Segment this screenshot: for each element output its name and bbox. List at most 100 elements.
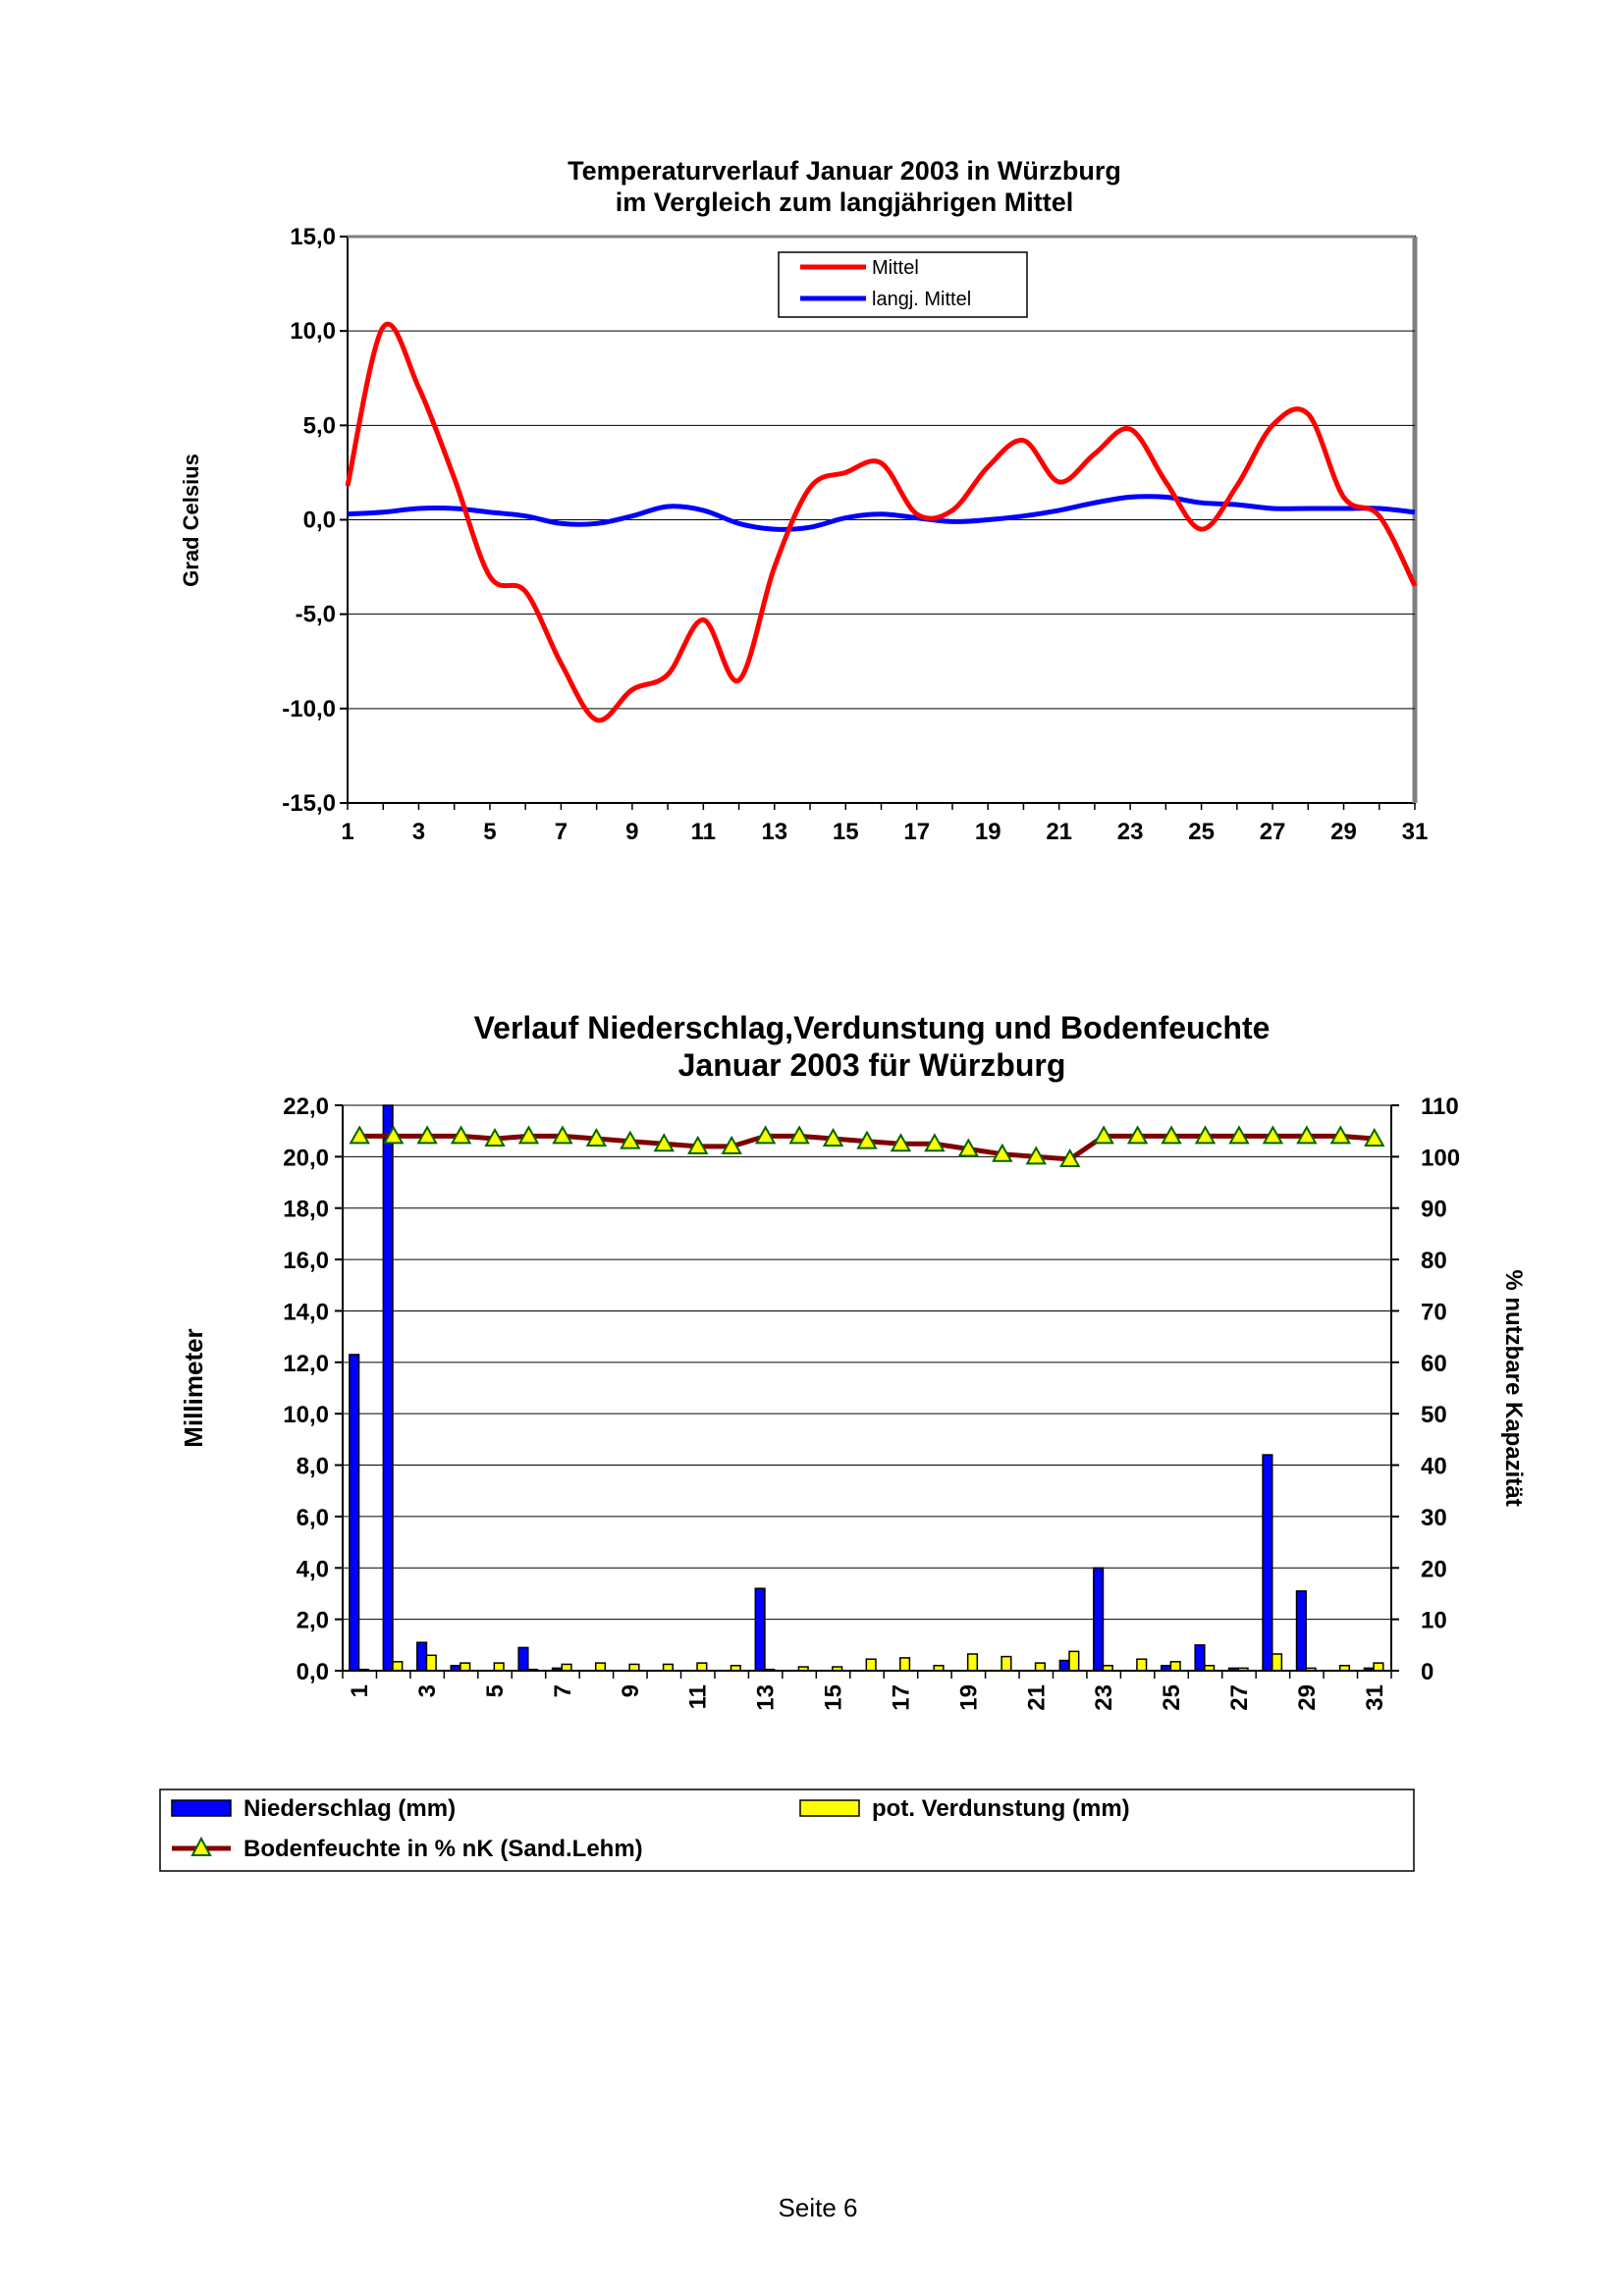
chart2-bodenfeuchte-marker xyxy=(1262,1125,1284,1145)
chart2-bar-verdunstung xyxy=(493,1662,505,1672)
chart2-y-tick-label-right: 60 xyxy=(1421,1351,1447,1377)
chart1-series-langj-mittel xyxy=(347,494,1416,532)
chart2-x-tick-label: 3 xyxy=(414,1684,441,1697)
chart1-y-tick-label: 10,0 xyxy=(290,318,336,345)
chart1-x-tick-label: 19 xyxy=(975,819,1001,845)
chart2-gridlines xyxy=(343,1104,1391,1621)
chart2-bodenfeuchte-marker xyxy=(1329,1125,1352,1145)
chart1-x-tick-label: 7 xyxy=(555,819,568,845)
chart2-y-tick-label: 12,0 xyxy=(283,1351,329,1377)
chart2-bodenfeuchte-marker xyxy=(620,1130,641,1149)
chart1-legend: Mittel langj. Mittel xyxy=(778,251,1028,318)
chart2-title: Verlauf Niederschlag,Verdunstung und Bod… xyxy=(474,1010,1271,1045)
chart1-x-tick-label: 11 xyxy=(691,819,716,845)
chart2-x-tick-label: 1 xyxy=(347,1684,373,1697)
page-footer: Seite 6 xyxy=(779,2193,858,2222)
temperature-chart: Temperaturverlauf Januar 2003 in Würzbur… xyxy=(179,156,1428,845)
chart2-bodenfeuchte-marker xyxy=(1364,1127,1385,1148)
chart2-bar-verdunstung xyxy=(460,1662,471,1672)
chart2-y-tick-label-right: 50 xyxy=(1421,1402,1447,1428)
chart2-bodenfeuchte-marker xyxy=(349,1125,370,1145)
chart2-bodenfeuchte-marker xyxy=(1058,1148,1081,1167)
chart1-legend-mittel: Mittel xyxy=(872,257,919,279)
chart2-legend-box xyxy=(159,1789,1415,1872)
chart1-x-tick-label: 29 xyxy=(1330,819,1357,845)
chart2-y-tick-label: 20,0 xyxy=(283,1145,329,1171)
chart2-y-tick-label-right: 30 xyxy=(1421,1505,1447,1531)
chart2-bodenfeuchte-marker xyxy=(1093,1125,1114,1145)
chart2-bodenfeuchte-marker xyxy=(382,1125,405,1145)
chart2-legend: Niederschlag (mm) pot. Verdunstung (mm) … xyxy=(159,1789,1415,1872)
chart2-bar-niederschlag xyxy=(1093,1567,1105,1672)
chart2-y-tick-label-right: 100 xyxy=(1421,1145,1460,1171)
chart2-y-tick-label: 8,0 xyxy=(297,1454,329,1480)
chart2-x-tick-label: 27 xyxy=(1226,1684,1253,1711)
chart2-y-tick-label-right: 90 xyxy=(1421,1197,1447,1223)
chart2-y-axis-label-right: % nutzbare Kapazität xyxy=(1500,1269,1527,1506)
chart1-x-tick-label: 15 xyxy=(833,819,859,845)
chart2-legend-niederschlag-swatch xyxy=(171,1799,232,1817)
chart2-bodenfeuchte-marker xyxy=(484,1127,506,1148)
chart2-y-tick-label: 2,0 xyxy=(297,1608,329,1634)
chart1-series xyxy=(345,321,1418,723)
chart2-x-ticks: 1 3 5 7 9 11 13 15 17 19 21 23 25 27 29 31 xyxy=(342,1671,1392,1711)
chart1-x-tick-label: 9 xyxy=(625,819,638,845)
chart2-x-tick-label: 11 xyxy=(685,1684,712,1709)
chart2-y-tick-label: 6,0 xyxy=(297,1505,329,1531)
chart2-bar-verdunstung xyxy=(966,1653,979,1672)
chart2-y-tick-label: 22,0 xyxy=(283,1094,329,1120)
chart2-bodenfeuchte-marker xyxy=(1194,1125,1217,1145)
chart2-y-tick-label: 0,0 xyxy=(297,1659,329,1685)
chart2-y-tick-label-right: 0 xyxy=(1421,1659,1434,1685)
chart2-bodenfeuchte-marker xyxy=(721,1135,742,1154)
chart2-bodenfeuchte-marker xyxy=(890,1133,912,1152)
chart2-bodenfeuchte-marker xyxy=(1228,1125,1250,1145)
chart1-x-tick-label: 1 xyxy=(341,819,353,845)
chart1-legend-langj-mittel: langj. Mittel xyxy=(872,289,971,310)
chart2-legend-verdunstung-swatch xyxy=(799,1799,860,1817)
chart2-bar-niederschlag xyxy=(1295,1590,1307,1672)
chart2-bar-verdunstung xyxy=(594,1662,607,1672)
chart2-bodenfeuchte-marker xyxy=(788,1125,810,1145)
chart2-bar-verdunstung xyxy=(392,1661,404,1672)
chart1-y-tick-label: -10,0 xyxy=(282,696,336,722)
chart2-y-tick-label-right: 80 xyxy=(1421,1248,1447,1274)
chart2-subtitle: Januar 2003 für Würzburg xyxy=(678,1047,1066,1083)
chart2-x-tick-label: 31 xyxy=(1362,1684,1388,1711)
chart2-bodenfeuchte-marker xyxy=(687,1135,709,1154)
chart2-bar-niederschlag xyxy=(517,1646,529,1672)
chart2-legend-verdunstung: pot. Verdunstung (mm) xyxy=(872,1795,1130,1822)
chart2-x-tick-label: 23 xyxy=(1091,1684,1117,1711)
precipitation-chart: Verlauf Niederschlag,Verdunstung und Bod… xyxy=(159,1010,1527,1872)
chart2-x-tick-label: 9 xyxy=(618,1684,644,1697)
chart2-bar-verdunstung xyxy=(899,1657,911,1672)
chart2-bar-verdunstung xyxy=(425,1654,437,1672)
chart1-x-ticks: 1 3 5 7 9 11 13 15 17 19 21 23 25 27 29 31 xyxy=(341,803,1428,845)
chart1-x-tick-label: 25 xyxy=(1188,819,1215,845)
chart1-x-tick-label: 31 xyxy=(1402,819,1429,845)
chart2-bar-verdunstung xyxy=(865,1658,877,1672)
chart2-y-axis-label: Millimeter xyxy=(179,1328,208,1447)
chart2-bodenfeuchte-marker xyxy=(1161,1125,1182,1145)
chart2-x-tick-label: 13 xyxy=(753,1684,780,1711)
chart1-y-tick-label: 5,0 xyxy=(303,412,336,439)
chart1-y-tick-label: 0,0 xyxy=(303,507,336,534)
chart2-bar-verdunstung xyxy=(1136,1658,1148,1672)
chart2-x-tick-label: 7 xyxy=(550,1684,576,1697)
chart1-x-tick-label: 5 xyxy=(483,819,496,845)
chart2-y-tick-label: 18,0 xyxy=(283,1197,329,1223)
chart2-x-tick-label: 5 xyxy=(482,1684,509,1697)
chart1-x-tick-label: 13 xyxy=(761,819,787,845)
chart2-y-tick-label-right: 70 xyxy=(1421,1299,1447,1325)
chart1-legend-box xyxy=(778,251,1028,318)
chart1-x-tick-label: 27 xyxy=(1260,819,1286,845)
chart1-y-tick-label: -15,0 xyxy=(282,790,336,817)
chart2-legend-bodenfeuchte-marker xyxy=(190,1836,212,1856)
chart1-x-tick-label: 23 xyxy=(1117,819,1144,845)
chart2-bar-niederschlag xyxy=(1262,1454,1273,1672)
chart2-bodenfeuchte-marker xyxy=(450,1125,472,1145)
chart1-y-tick-label: 15,0 xyxy=(290,224,336,250)
chart2-y-tick-label: 10,0 xyxy=(283,1402,329,1428)
